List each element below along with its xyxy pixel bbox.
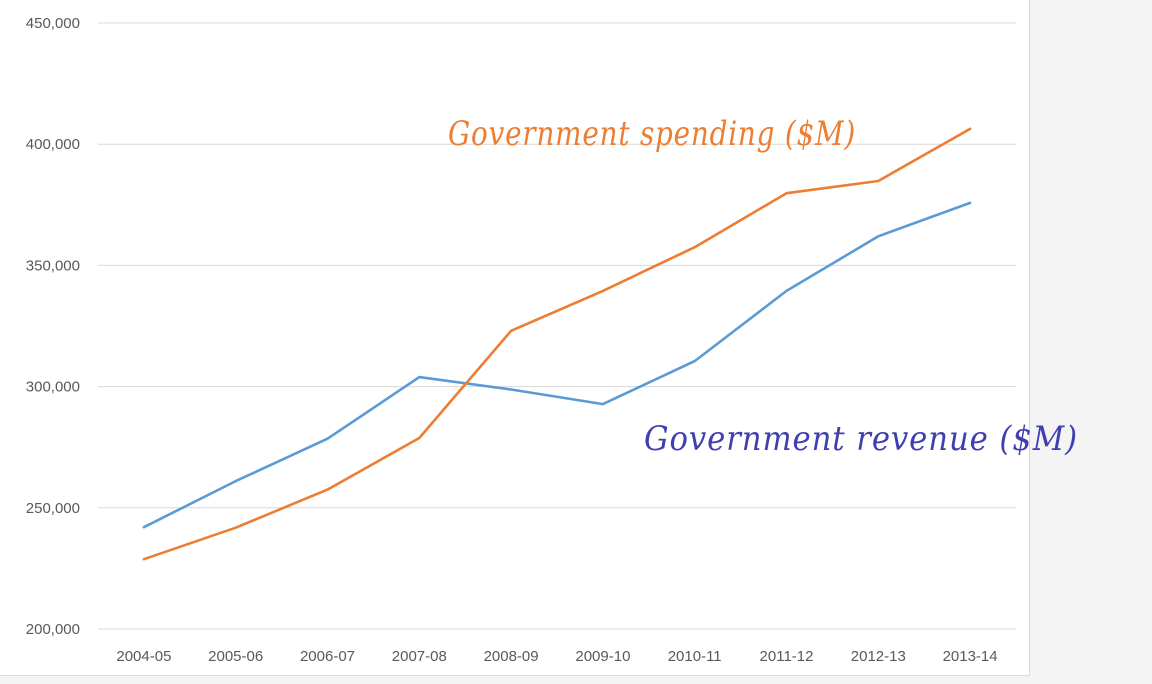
x-tick-label: 2011-12 xyxy=(760,648,814,665)
revenue-line xyxy=(142,201,972,529)
x-tick-label: 2008-09 xyxy=(484,648,539,665)
x-tick-label: 2012-13 xyxy=(851,648,906,665)
x-tick-label: 2013-14 xyxy=(943,648,998,665)
chart-area xyxy=(0,0,1030,676)
y-axis-tick-labels: 200,000 250,000 300,000 350,000 400,000 450,0… xyxy=(26,15,80,638)
series-lines xyxy=(142,127,972,561)
x-tick-label: 2009-10 xyxy=(575,648,630,665)
revenue-annotation: Government revenue ($M) xyxy=(644,419,1078,459)
y-tick-label: 300,000 xyxy=(26,379,80,396)
y-tick-label: 450,000 xyxy=(26,15,80,32)
spending-line xyxy=(142,127,972,561)
y-tick-label: 400,000 xyxy=(26,136,80,153)
x-tick-label: 2007-08 xyxy=(392,648,447,665)
spending-annotation: Government spending ($M) xyxy=(448,114,856,154)
x-tick-label: 2004-05 xyxy=(116,648,171,665)
x-tick-label: 2010-11 xyxy=(668,648,722,665)
y-tick-label: 250,000 xyxy=(26,500,80,517)
x-axis-tick-labels: 2004-05 2005-06 2006-07 2007-08 2008-09 2009-… xyxy=(116,648,997,665)
y-tick-label: 200,000 xyxy=(26,621,80,638)
y-tick-label: 350,000 xyxy=(26,257,80,274)
x-tick-label: 2006-07 xyxy=(300,648,355,665)
x-tick-label: 2005-06 xyxy=(208,648,263,665)
gridlines xyxy=(98,22,1016,630)
